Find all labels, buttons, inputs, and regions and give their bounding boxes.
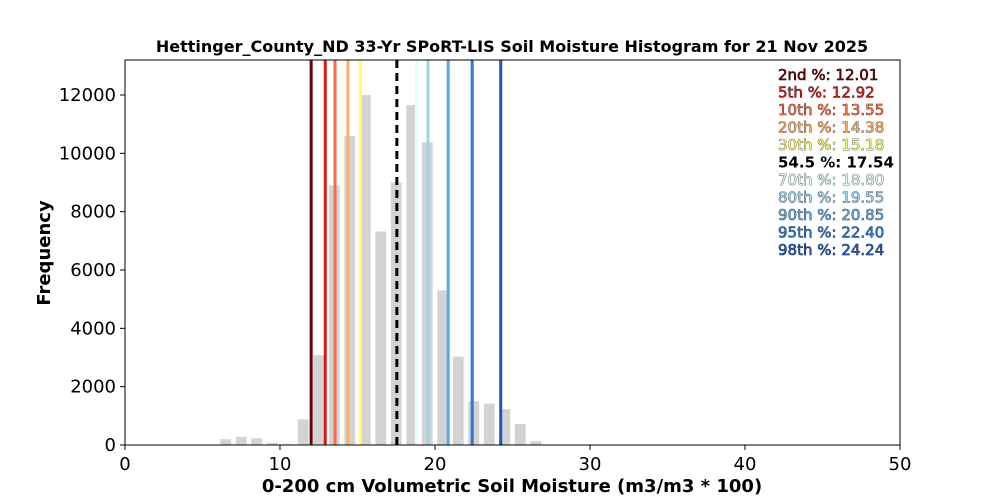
y-tick-label: 6000	[70, 260, 116, 281]
legend-entry: 30th %: 15.18	[778, 136, 884, 154]
legend-entry: 98th %: 24.24	[778, 241, 884, 259]
y-tick-label: 2000	[70, 377, 116, 398]
histogram-bar	[235, 436, 247, 445]
histogram-bar	[437, 290, 449, 445]
histogram-bar	[220, 439, 232, 445]
histogram-bar	[499, 409, 511, 445]
legend-entry: 90th %: 20.85	[778, 206, 884, 224]
histogram-bar	[344, 135, 356, 446]
chart-title: Hettinger_County_ND 33-Yr SPoRT-LIS Soil…	[156, 37, 868, 56]
y-tick-label: 4000	[70, 318, 116, 339]
legend-entry: 95th %: 22.40	[778, 224, 884, 242]
x-ticks-layer: 0 10 20 30 40 50	[119, 445, 911, 475]
plot-frame	[124, 59, 901, 446]
x-tick-label: 40	[734, 454, 757, 475]
x-tick-label: 30	[579, 454, 602, 475]
legend-entry: 10th %: 13.55	[778, 101, 884, 119]
bars-layer	[220, 95, 542, 446]
legend-entry: 20th %: 14.38	[778, 119, 884, 137]
histogram-bar	[251, 438, 263, 445]
histogram-bar	[266, 442, 278, 445]
y-tick-label: 10000	[59, 143, 116, 164]
x-axis-label: 0-200 cm Volumetric Soil Moisture (m3/m3…	[262, 476, 762, 497]
histogram-bar	[452, 356, 464, 445]
legend-entry: 54.5 %: 17.54	[778, 154, 894, 172]
y-axis-label: Frequency	[34, 200, 55, 306]
x-tick-label: 10	[269, 454, 292, 475]
y-ticks-layer: 0 2000 4000 6000 8000 10000 12000	[59, 85, 125, 456]
histogram-bar	[375, 231, 387, 445]
legend-entry: 5th %: 12.92	[778, 84, 875, 102]
x-tick-label: 0	[119, 454, 130, 475]
histogram-bar	[514, 424, 526, 445]
histogram-bar	[530, 441, 542, 445]
histogram-bar	[359, 95, 371, 445]
histogram-bar	[313, 355, 325, 445]
percentile-lines-layer	[309, 60, 503, 445]
legend-entry: 70th %: 18.80	[778, 171, 884, 189]
histogram-bar	[297, 419, 309, 445]
legend-entry: 2nd %: 12.01	[778, 66, 878, 84]
y-tick-label: 8000	[70, 202, 116, 223]
histogram-bar	[468, 401, 480, 445]
x-tick-label: 50	[889, 454, 912, 475]
legend-entry: 80th %: 19.55	[778, 189, 884, 207]
y-tick-label: 0	[105, 435, 116, 456]
histogram-bar	[406, 105, 418, 445]
y-tick-label: 12000	[59, 85, 116, 106]
x-tick-label: 20	[424, 454, 447, 475]
histogram-bar	[483, 403, 495, 445]
